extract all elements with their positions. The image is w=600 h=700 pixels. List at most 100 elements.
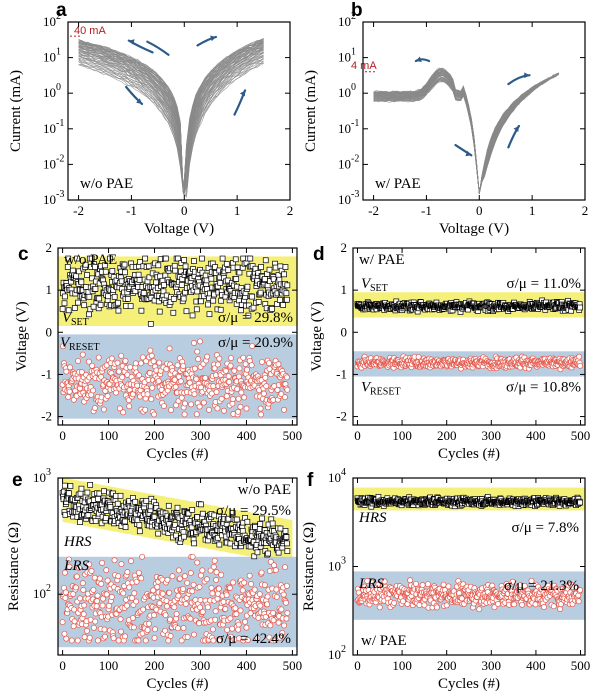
vset-point (217, 279, 224, 286)
hrs-point (265, 550, 271, 557)
y-tick-exponent: 2 (341, 644, 346, 655)
vreset-point (166, 345, 173, 352)
lrs-point (275, 619, 282, 626)
iv-sweep-trace (78, 55, 264, 194)
lrs-point (175, 625, 181, 632)
vset-point (138, 307, 145, 314)
lrs-point (167, 616, 174, 623)
vreset-point (67, 364, 74, 371)
y-tick-label: 2 (46, 240, 53, 255)
hrs-point (181, 533, 187, 540)
y-tick-label: 1 (341, 282, 348, 297)
lrs-point (213, 577, 220, 583)
lrs-point (93, 603, 100, 610)
lrs-point (62, 589, 69, 596)
lrs-point (235, 621, 242, 628)
x-tick-label: 100 (99, 428, 119, 443)
vreset-point (138, 360, 144, 367)
y-tick-exponent: 2 (56, 11, 61, 22)
set-points (354, 297, 583, 315)
hrs-point (77, 490, 84, 497)
vreset-point (182, 400, 189, 407)
lrs-point (176, 575, 183, 582)
panel-c: 2 1 0 -1 -2 0 100 200 300 400 500 Cycles (#) Voltage… (14, 240, 302, 462)
lrs-point (90, 586, 97, 593)
lrs-point (254, 635, 261, 641)
y-tick-exponent: 2 (351, 11, 356, 22)
arrow-head (513, 125, 519, 132)
hrs-point (189, 506, 196, 513)
lrs-points (354, 577, 584, 613)
iv-sweep-trace (78, 62, 264, 195)
hrs-point (92, 518, 99, 525)
vset-point (247, 255, 254, 262)
lrs-point (66, 563, 73, 570)
x-tick-label: 400 (526, 658, 546, 673)
hrs-point (77, 519, 83, 525)
x-axis-title: Voltage (V) (144, 221, 214, 237)
lrs-point (212, 616, 219, 623)
vreset-point (63, 368, 70, 375)
vset-point (142, 255, 149, 262)
y-axis-title: Resistance (Ω) (301, 522, 317, 611)
lrs-point (277, 634, 283, 641)
hrs-point (244, 518, 251, 525)
device-label: w/ PAE (359, 252, 405, 268)
lrs-point (184, 579, 191, 586)
lrs-point (550, 603, 557, 610)
vreset-subscript: RESET (69, 342, 100, 353)
vset-point (65, 255, 72, 262)
vreset-point (223, 393, 230, 400)
hrs-cv: σ/μ = 7.8% (512, 520, 580, 536)
vset-point (135, 271, 142, 278)
lrs-point (391, 599, 397, 606)
vreset-point (191, 365, 198, 372)
reset-points (354, 353, 584, 373)
lrs-point (227, 615, 234, 622)
vset-point (210, 297, 217, 304)
lrs-point (215, 585, 222, 592)
vset-point (283, 290, 290, 297)
vreset-point (147, 347, 154, 354)
hrs-point (198, 501, 204, 508)
lrs-point (162, 627, 169, 634)
lrs-point (90, 624, 97, 631)
vreset-point (218, 395, 225, 402)
vreset-point (144, 391, 151, 398)
y-tick-label: 10 (328, 470, 341, 485)
vset-point (218, 297, 225, 304)
x-tick-label: 200 (437, 428, 457, 443)
plot-frame (362, 21, 586, 201)
vset-point (175, 255, 181, 262)
lrs-point (79, 580, 86, 587)
vset-point (281, 271, 287, 278)
vreset-point (260, 390, 267, 397)
vreset-point (244, 366, 250, 373)
vset-point (153, 279, 159, 286)
x-tick-label: 400 (526, 428, 546, 443)
y-axis-title: Current (mA) (303, 70, 319, 152)
vset-point (82, 261, 89, 268)
vreset-point (186, 379, 193, 386)
lrs-point (272, 637, 279, 644)
vreset-point (278, 391, 285, 398)
vreset-point (258, 411, 265, 418)
lrs-point (196, 620, 203, 627)
lrs-point (86, 561, 93, 568)
vreset-point (195, 356, 202, 363)
vset-point (208, 275, 215, 282)
vreset-point (221, 407, 227, 414)
vset-point (182, 263, 189, 270)
vset-point (78, 279, 85, 286)
vset-point (245, 312, 252, 319)
hrs-point (122, 524, 129, 531)
vreset-point (191, 391, 198, 398)
iv-sweep-trace (78, 63, 264, 197)
lrs-point (99, 559, 106, 566)
lrs-cv: σ/μ = 42.4% (216, 631, 291, 647)
sweep-arrow (127, 39, 154, 54)
lrs-point (128, 558, 135, 564)
hrs-point (84, 489, 91, 496)
lrs-point (61, 569, 68, 576)
